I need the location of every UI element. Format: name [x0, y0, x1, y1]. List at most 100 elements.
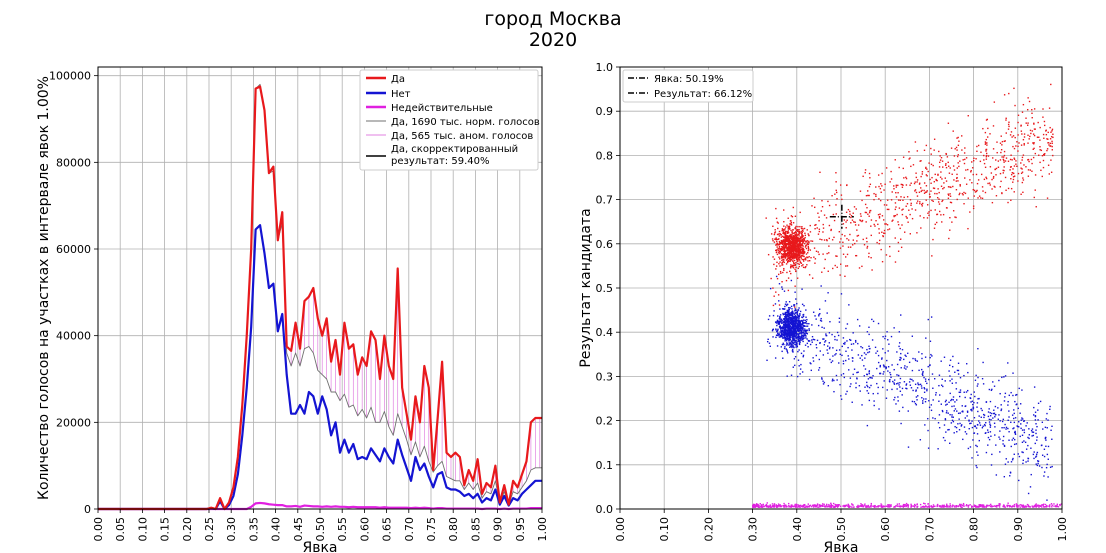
scatter-point-invalid	[817, 504, 819, 506]
scatter-point-no	[930, 409, 933, 412]
scatter-point-invalid	[790, 506, 792, 508]
scatter-point-no	[792, 351, 794, 353]
scatter-point-invalid	[971, 505, 973, 507]
scatter-point-yes	[854, 221, 856, 223]
scatter-point-no	[926, 389, 928, 392]
scatter-point-no	[930, 404, 933, 406]
scatter-point-invalid	[1019, 506, 1021, 508]
scatter-point-yes	[945, 166, 948, 169]
scatter-point-yes	[793, 232, 795, 234]
scatter-point-yes	[841, 233, 843, 236]
scatter-point-no	[938, 374, 941, 376]
scatter-point-yes	[869, 209, 872, 212]
scatter-point-no	[870, 376, 872, 379]
scatter-point-yes	[792, 236, 794, 238]
scatter-point-no	[898, 342, 901, 344]
scatter-point-yes	[803, 255, 805, 258]
scatter-point-yes	[1050, 83, 1052, 86]
scatter-point-yes	[949, 195, 952, 197]
scatter-point-yes	[1004, 176, 1007, 179]
scatter-point-invalid	[913, 505, 915, 507]
scatter-point-no	[802, 340, 804, 343]
scatter-point-no	[978, 439, 980, 442]
scatter-point-invalid	[914, 504, 917, 507]
scatter-point-yes	[1007, 123, 1010, 126]
scatter-point-invalid	[849, 505, 851, 508]
scatter-point-no	[861, 347, 864, 349]
scatter-point-no	[802, 355, 804, 358]
scatter-point-no	[972, 403, 974, 406]
scatter-point-yes	[972, 173, 974, 176]
scatter-point-no	[1037, 409, 1039, 411]
scatter-point-no	[795, 344, 798, 346]
scatter-point-no	[792, 313, 794, 315]
scatter-point-no	[968, 419, 970, 421]
scatter-point-yes	[772, 304, 775, 307]
scatter-point-no	[766, 340, 769, 343]
scatter-point-yes	[1042, 166, 1045, 169]
scatter-point-yes	[1046, 138, 1048, 140]
scatter-point-no	[1014, 432, 1017, 434]
scatter-point-invalid	[830, 505, 833, 507]
scatter-point-no	[780, 335, 782, 338]
scatter-point-no	[948, 428, 950, 431]
scatter-point-yes	[791, 248, 793, 250]
scatter-point-no	[1013, 421, 1016, 424]
scatter-point-yes	[807, 233, 809, 235]
scatter-point-no	[786, 318, 789, 321]
scatter-point-no	[921, 357, 923, 360]
scatter-point-yes	[1012, 176, 1015, 178]
scatter-point-no	[1043, 448, 1046, 450]
scatter-point-yes	[784, 256, 786, 258]
scatter-point-invalid	[888, 504, 891, 506]
scatter-point-no	[919, 383, 922, 386]
scatter-point-invalid	[994, 505, 997, 508]
scatter-point-yes	[994, 168, 996, 171]
scatter-point-yes	[805, 253, 808, 255]
scatter-point-yes	[793, 253, 795, 256]
scatter-point-yes	[868, 172, 871, 175]
scatter-panel: 0.00 0.10 0.20 0.30 0.40 0.50 0.60 0.70 0.80 0.90…	[578, 61, 1069, 553]
scatter-point-yes	[1050, 159, 1052, 161]
scatter-point-no	[805, 309, 807, 311]
scatter-point-yes	[936, 213, 938, 216]
scatter-point-yes	[789, 250, 792, 253]
scatter-point-no	[857, 342, 859, 345]
scatter-point-invalid	[1038, 504, 1040, 507]
scatter-point-no	[953, 405, 955, 407]
scatter-point-yes	[1000, 149, 1003, 151]
scatter-point-no	[801, 334, 803, 337]
scatter-point-yes	[931, 176, 933, 179]
scatter-point-yes	[1027, 158, 1030, 161]
scatter-point-yes	[797, 247, 800, 250]
scatter-point-yes	[902, 167, 904, 170]
scatter-point-no	[1012, 372, 1014, 374]
scatter-point-yes	[804, 246, 807, 248]
scatter-point-yes	[1033, 128, 1036, 130]
scatter-point-no	[794, 323, 796, 326]
scatter-point-yes	[953, 155, 956, 157]
scatter-point-no	[951, 382, 954, 384]
scatter-point-yes	[903, 231, 906, 233]
scatter-point-no	[999, 438, 1001, 440]
scatter-point-invalid	[941, 504, 944, 507]
scatter-point-invalid	[945, 504, 948, 507]
scatter-point-yes	[785, 279, 788, 282]
scatter-point-yes	[868, 256, 870, 258]
scatter-point-yes	[833, 236, 835, 239]
scatter-point-no	[887, 366, 890, 368]
scatter-point-yes	[818, 228, 821, 230]
scatter-point-no	[791, 348, 794, 351]
scatter-point-yes	[1013, 165, 1016, 167]
scatter-point-no	[1032, 453, 1035, 456]
scatter-point-yes	[957, 180, 959, 182]
scatter-point-invalid	[862, 505, 864, 508]
scatter-point-yes	[794, 263, 797, 266]
scatter-point-invalid	[788, 504, 790, 507]
scatter-point-no	[1001, 420, 1004, 423]
scatter-point-yes	[903, 177, 905, 179]
scatter-point-no	[798, 328, 800, 330]
scatter-point-yes	[777, 233, 780, 235]
scatter-point-yes	[773, 241, 776, 243]
scatter-point-yes	[845, 227, 847, 229]
